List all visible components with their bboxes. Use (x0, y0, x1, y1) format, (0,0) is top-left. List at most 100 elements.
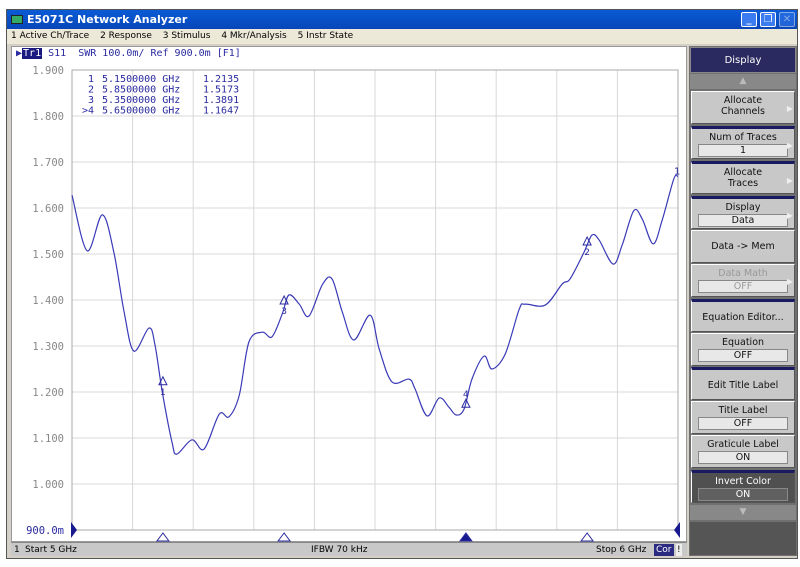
marker-1-position-icon (155, 532, 170, 542)
softkey-display[interactable]: Display Data ▶ (691, 196, 795, 229)
marker-4-label: 4 (463, 390, 469, 400)
softkey-value: OFF (698, 280, 788, 293)
window-title: E5071C Network Analyzer (27, 13, 188, 26)
status-bar: 1 Start 5 GHz IFBW 70 kHz Stop 6 GHz Cor… (11, 542, 687, 556)
marker-table-frequency: 5.6500000 GHz (102, 106, 180, 117)
softkey-title-label[interactable]: Title Label OFF (691, 401, 795, 434)
marker-table-value: 1.3891 (203, 95, 239, 106)
marker-4-position-icon (458, 532, 473, 542)
analyzer-window: E5071C Network Analyzer _ ❐ ✕ 1 Active C… (6, 9, 798, 559)
softkey-allocate-channels[interactable]: Allocate Channels ▶ (691, 91, 795, 124)
softkey-equation[interactable]: Equation OFF (691, 333, 795, 366)
menu-instr-state[interactable]: 5 Instr State (297, 31, 354, 41)
softkey-label: Display (725, 202, 761, 213)
y-tick-label: 1.600 (32, 203, 64, 215)
start-frequency[interactable]: Start 5 GHz (25, 545, 77, 555)
submenu-arrow-icon: ▶ (786, 141, 793, 150)
softkey-value: ON (698, 488, 788, 501)
softkey-label: Allocate Traces (723, 167, 763, 189)
marker-table-frequency: 5.3500000 GHz (102, 95, 180, 106)
marker-table-id: 2 (88, 85, 94, 96)
trace-arrow-icon: ▶ (16, 48, 23, 59)
softkey-value: ON (698, 451, 788, 464)
marker-table-frequency: 5.8500000 GHz (102, 85, 180, 96)
channel-number: 1 (14, 545, 20, 555)
submenu-arrow-icon: ▶ (786, 176, 793, 185)
reference-level-right-icon (674, 522, 680, 538)
softkey-num-of-traces[interactable]: Num of Traces 1 ▶ (691, 126, 795, 159)
softkey-value: OFF (698, 349, 788, 362)
softkey-value: Data (698, 214, 788, 227)
plot-frame (71, 69, 679, 531)
y-tick-label: 1.700 (32, 157, 64, 169)
softkey-data-math[interactable]: Data Math OFF ▶ (691, 264, 795, 297)
trace-header[interactable]: ▶Tr1 S11 SWR 100.0m/ Ref 900.0m [F1] (16, 48, 241, 59)
y-tick-label: 1.500 (32, 249, 64, 261)
y-tick-label: 1.200 (32, 387, 64, 399)
chart: 1.900 1.800 1.700 1.600 1.500 1.400 1.300 1.200… (26, 65, 680, 542)
y-tick-label: 1.900 (32, 65, 64, 77)
softkey-title: Display (690, 47, 796, 73)
marker-2-position-icon (580, 532, 595, 542)
marker-table-frequency: 5.1500000 GHz (102, 74, 180, 85)
softkey-data-mem[interactable]: Data -> Mem (691, 230, 795, 263)
minimize-button[interactable]: _ (741, 12, 757, 27)
ifbw[interactable]: IFBW 70 kHz (311, 545, 368, 555)
marker-3-icon (279, 294, 289, 305)
marker-table-value: 1.1647 (203, 106, 239, 117)
softkey-label: Data -> Mem (711, 241, 775, 252)
trace-badge[interactable]: Tr1 (22, 48, 43, 59)
marker-2-label: 2 (584, 248, 590, 258)
trace-settings: S11 SWR 100.0m/ Ref 900.0m [F1] (48, 48, 241, 59)
menu-bar: 1 Active Ch/Trace 2 Response 3 Stimulus … (7, 29, 797, 44)
menu-mkr-analysis[interactable]: 4 Mkr/Analysis (221, 31, 287, 41)
softkey-label: Equation (721, 337, 765, 348)
y-tick-label: 900.0m (26, 525, 64, 537)
marker-2-icon (582, 235, 592, 246)
submenu-arrow-icon: ▶ (786, 277, 793, 286)
marker-table-id: 1 (88, 74, 94, 85)
marker-table-id: 3 (88, 95, 94, 106)
y-tick-label: 1.400 (32, 295, 64, 307)
softkey-value: OFF (698, 417, 788, 430)
close-button[interactable]: ✕ (779, 12, 795, 27)
softkey-allocate-traces[interactable]: Allocate Traces ▶ (691, 161, 795, 194)
softkey-empty (690, 522, 796, 555)
marker-4-icon (461, 398, 471, 408)
softkey-panel: Display ▲ Allocate Channels ▶ Num of Tra… (689, 46, 797, 556)
y-tick-label: 1.000 (32, 479, 64, 491)
softkey-label: Title Label (718, 405, 768, 416)
menu-response[interactable]: 2 Response (100, 31, 152, 41)
marker-1-label: 1 (160, 388, 166, 398)
marker-1-icon (158, 375, 168, 386)
restore-button[interactable]: ❐ (760, 12, 776, 27)
correction-badge: Cor (654, 544, 674, 556)
reference-level-left-icon (71, 522, 77, 538)
menu-stimulus[interactable]: 3 Stimulus (162, 31, 211, 41)
scroll-down-button[interactable]: ▼ (690, 505, 796, 520)
softkey-label: Allocate Channels (721, 95, 765, 117)
y-tick-label: 1.100 (32, 433, 64, 445)
softkey-graticule-label[interactable]: Graticule Label ON (691, 435, 795, 468)
y-tick-label: 1.300 (32, 341, 64, 353)
plot-panel: ▶Tr1 S11 SWR 100.0m/ Ref 900.0m [F1] 1.9… (11, 46, 687, 542)
softkey-label: Invert Color (715, 476, 771, 487)
softkey-value: 1 (698, 144, 788, 157)
submenu-arrow-icon: ▶ (786, 104, 793, 113)
softkey-edit-title-label[interactable]: Edit Title Label (691, 367, 795, 400)
marker-table-value: 1.2135 (203, 74, 239, 85)
marker-table-id: >4 (82, 106, 94, 117)
app-icon (11, 15, 23, 24)
marker-table-value: 1.5173 (203, 85, 239, 96)
softkey-equation-editor[interactable]: Equation Editor... (691, 299, 795, 332)
trace-end-label: 1 (674, 167, 680, 178)
stop-frequency[interactable]: Stop 6 GHz (596, 545, 647, 555)
softkey-label: Equation Editor... (702, 312, 784, 323)
softkey-invert-color[interactable]: Invert Color ON (691, 470, 795, 503)
menu-active-ch-trace[interactable]: 1 Active Ch/Trace (11, 31, 90, 41)
scroll-up-button[interactable]: ▲ (690, 74, 796, 89)
softkey-label: Edit Title Label (707, 380, 779, 391)
status-indicator: ! (676, 544, 682, 556)
trace-s11 (71, 174, 679, 455)
softkey-label: Graticule Label (707, 439, 779, 450)
